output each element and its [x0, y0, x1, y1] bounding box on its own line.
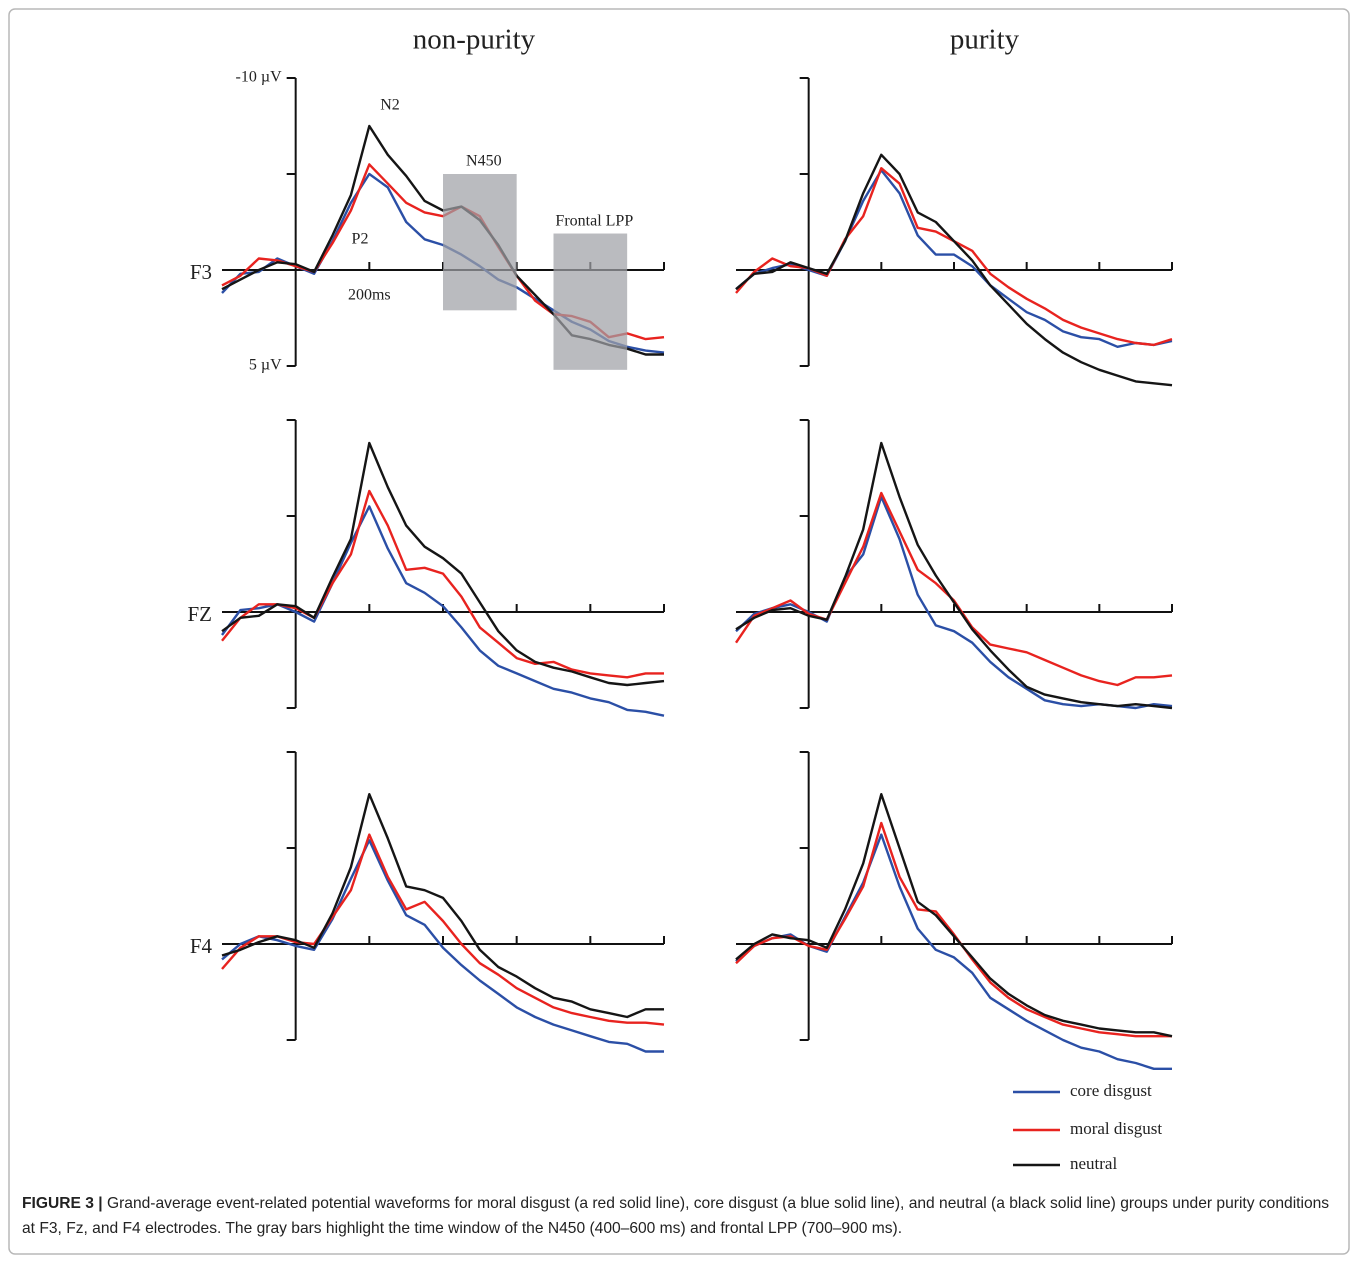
waveform: [735, 821, 1172, 1038]
waveform: [221, 505, 665, 717]
window-label: Frontal LPP: [555, 213, 633, 230]
waveform: [221, 441, 665, 687]
caption-text: Grand-average event-related potential wa…: [22, 1195, 1330, 1237]
row-label: F4: [190, 934, 213, 958]
waveform: [221, 489, 664, 679]
legend-label: moral disgust: [1070, 1119, 1162, 1138]
waveform: [735, 153, 1173, 387]
column-title: purity: [950, 24, 1020, 56]
legend-label: neutral: [1070, 1154, 1117, 1173]
x-tick-label: 200ms: [348, 287, 391, 304]
waveform: [735, 441, 1173, 710]
time-window: [553, 233, 628, 370]
row-label: FZ: [187, 602, 212, 626]
waveform: [735, 491, 1173, 687]
waveform: [735, 167, 1173, 347]
waveform: [221, 839, 664, 1053]
peak-label: P2: [352, 231, 369, 248]
time-window: [443, 174, 517, 311]
legend-label: core disgust: [1070, 1081, 1152, 1100]
waveform: [221, 793, 664, 1019]
caption: FIGURE 3 | Grand-average event-related p…: [22, 1191, 1338, 1241]
figure-frame: [8, 8, 1350, 1255]
y-tick-label: -10 µV: [236, 69, 283, 86]
waveform: [221, 833, 665, 1026]
peak-label: N2: [380, 97, 400, 114]
waveform: [735, 793, 1173, 1038]
window-label: N450: [466, 153, 502, 170]
column-title: non-purity: [413, 24, 536, 56]
y-tick-label: 5 µV: [249, 357, 282, 374]
row-label: F3: [190, 260, 212, 284]
waveform: [735, 169, 1173, 348]
caption-label: FIGURE 3 |: [22, 1195, 103, 1212]
